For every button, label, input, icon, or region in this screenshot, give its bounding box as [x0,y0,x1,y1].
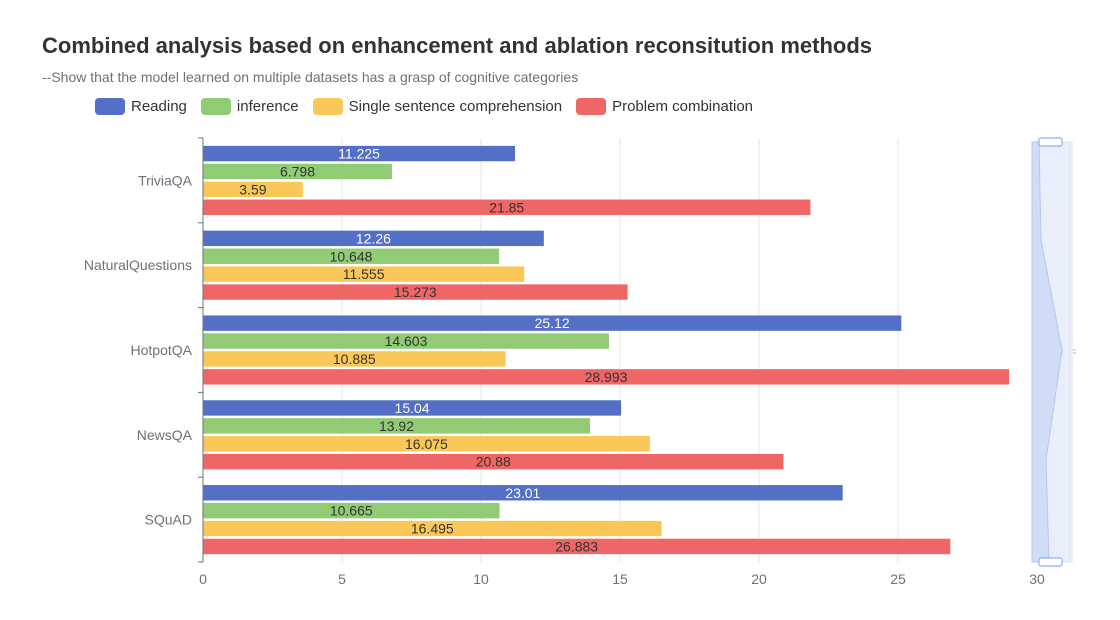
bar [203,181,303,198]
datazoom-handle-top[interactable] [1038,137,1063,147]
data-label: 15.273 [394,284,437,300]
bar [203,453,784,470]
bar [203,230,544,247]
bar [203,369,1010,385]
data-label: 10.665 [330,503,373,519]
data-label: 28.993 [585,369,628,385]
x-tick-label: 0 [199,571,207,587]
bar [203,333,609,349]
data-label: 12.26 [356,230,391,246]
legend-swatch [312,98,343,115]
data-label: 20.88 [476,454,511,470]
data-label: 3.59 [239,181,266,197]
bar [203,163,392,180]
bar [203,538,951,555]
data-label: 23.01 [505,485,540,501]
category-label: SQuAD [145,512,192,528]
legend-item[interactable]: inference [200,98,299,115]
bar [203,248,500,264]
legend: Reading inference Single sentence comprehe… [95,98,767,115]
bar [203,502,500,519]
legend-item[interactable]: Single sentence comprehension [312,98,563,115]
legend-label: Problem combination [612,98,753,115]
x-tick-label: 15 [612,571,628,587]
category-label: HotpotQA [131,342,193,358]
legend-item[interactable]: Problem combination [576,98,753,115]
legend-label: Single sentence comprehension [348,98,563,115]
data-label: 21.85 [489,199,524,215]
data-label: 10.648 [330,248,373,264]
bar [203,520,662,537]
bar [203,199,811,215]
legend-swatch [200,98,231,115]
legend-swatch [576,98,607,115]
x-tick-label: 10 [473,571,489,587]
x-tick-label: 5 [338,571,346,587]
legend-label: inference [236,98,299,115]
x-tick-label: 20 [751,571,767,587]
data-label: 11.555 [343,266,385,282]
data-label: 26.883 [555,538,598,554]
bar [203,400,622,416]
bar [203,485,843,501]
chart-subtitle: --Show that the model learned on multipl… [42,69,579,85]
datazoom-preview-shape [1031,141,1063,563]
bar [203,418,590,434]
bar [203,436,650,452]
data-label: 10.885 [333,351,376,367]
bar [203,284,628,300]
data-label: 25.12 [535,315,570,331]
category-label: NaturalQuestions [84,257,192,273]
category-label: TriviaQA [138,172,193,188]
data-label: 15.04 [395,400,430,416]
data-label: 14.603 [385,333,428,349]
data-label: 16.495 [411,521,454,537]
bar [203,145,516,162]
x-tick-label: 30 [1029,571,1045,587]
data-label: 11.225 [338,146,380,162]
category-label: NewsQA [137,427,193,443]
legend-label: Reading [131,98,187,115]
x-tick-label: 25 [890,571,906,587]
bar [203,315,902,331]
bar [203,266,525,282]
data-label: 6.798 [280,163,315,179]
legend-swatch [95,98,125,115]
datazoom-handle-bottom[interactable] [1038,557,1063,567]
bar [203,351,506,367]
legend-item[interactable]: Reading [95,98,187,115]
data-label: 16.075 [405,436,448,452]
data-label: 13.92 [379,418,414,434]
chart-title: Combined analysis based on enhancement a… [42,33,873,58]
